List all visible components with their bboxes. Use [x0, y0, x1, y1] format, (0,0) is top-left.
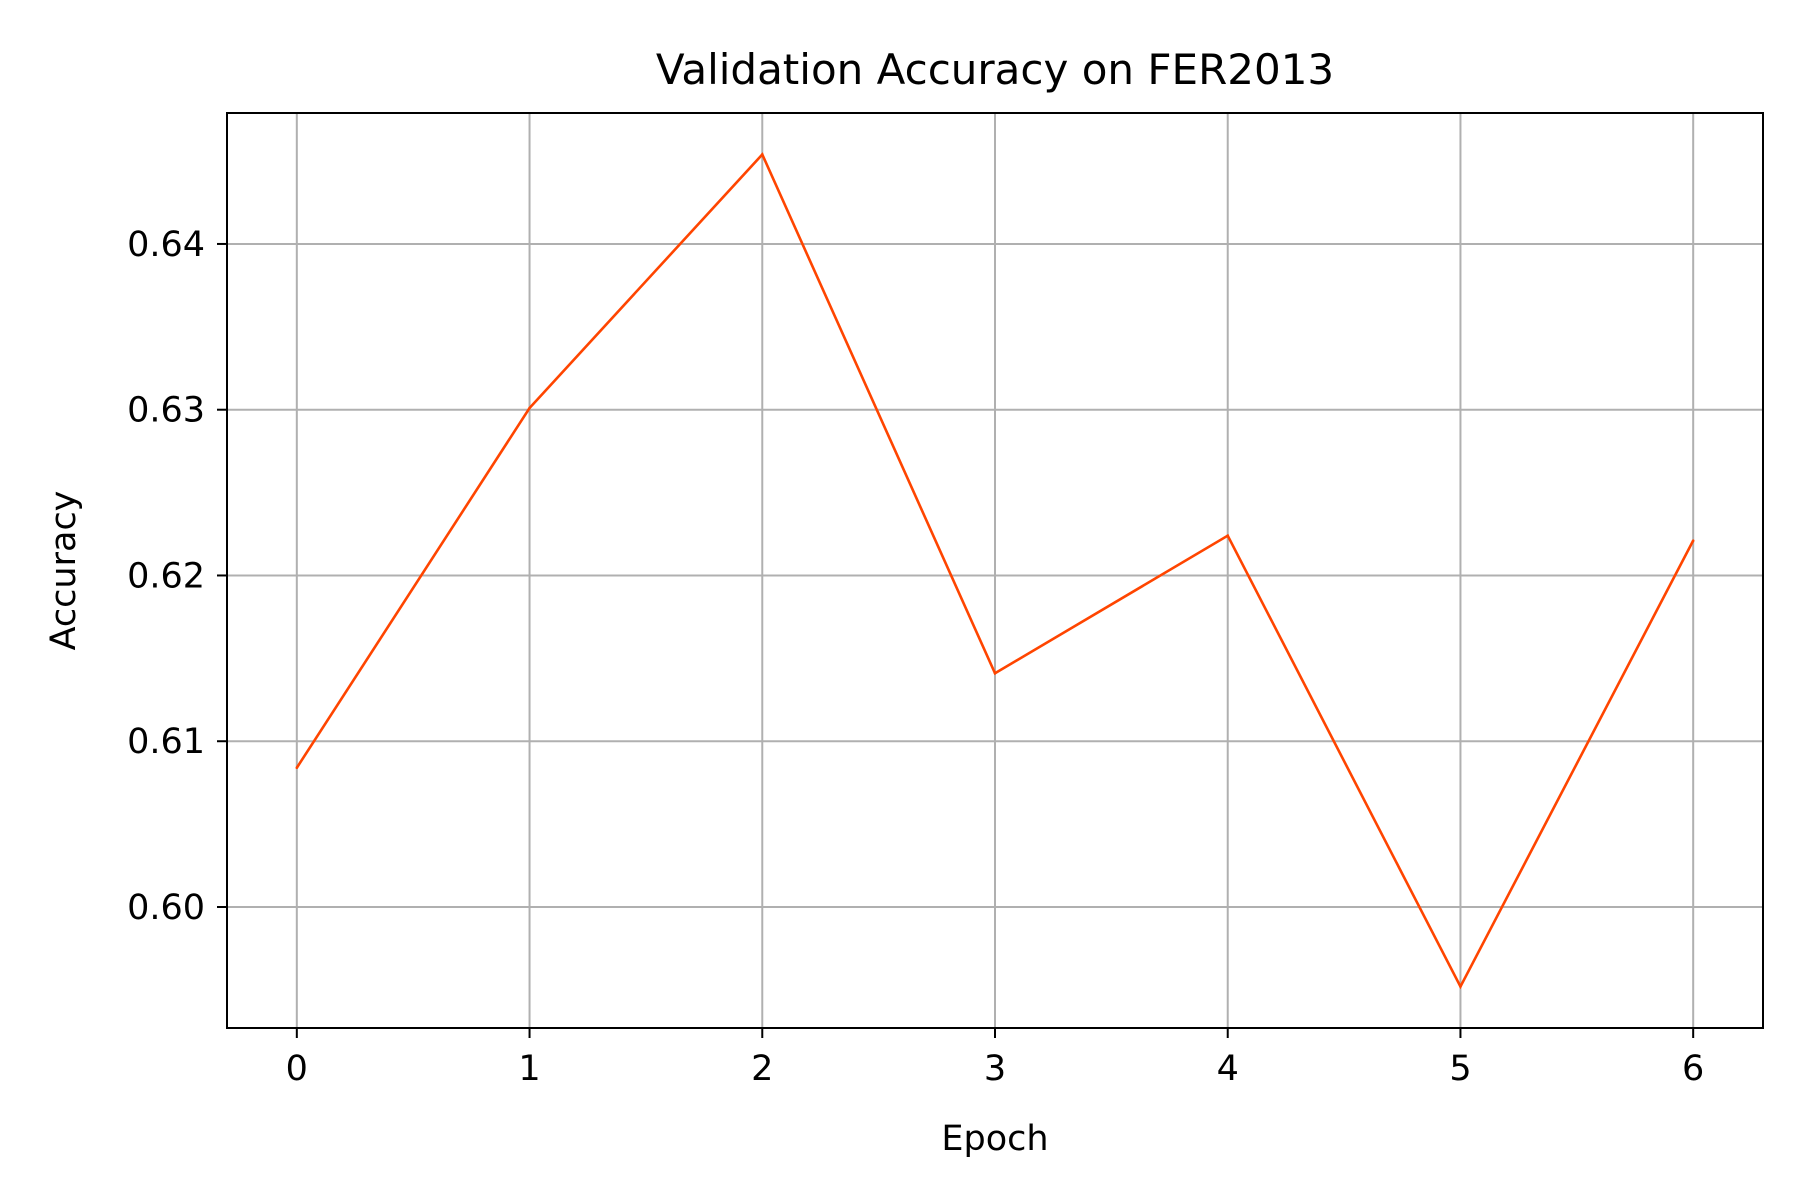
y-tick-label: 0.64 — [127, 225, 205, 265]
data-point — [760, 153, 764, 156]
x-tick-label: 3 — [984, 1049, 1006, 1089]
y-tick-label: 0.61 — [127, 722, 205, 762]
chart-title: Validation Accuracy on FER2013 — [656, 45, 1334, 94]
data-point — [295, 766, 299, 770]
y-ticks: 0.60 0.61 0.62 0.63 0.64 — [127, 225, 227, 928]
x-tick-label: 0 — [286, 1049, 308, 1089]
y-tick-label: 0.63 — [127, 391, 205, 431]
series-layer — [295, 152, 1695, 990]
data-point — [528, 406, 531, 410]
y-tick-label: 0.60 — [127, 888, 205, 928]
x-tick-label: 4 — [1217, 1049, 1239, 1089]
x-tick-label: 2 — [751, 1049, 773, 1089]
y-axis-label: Accuracy — [44, 491, 84, 651]
x-tick-label: 6 — [1682, 1049, 1704, 1089]
data-point — [993, 671, 997, 675]
x-axis-label: Epoch — [941, 1119, 1048, 1159]
x-ticks: 0 1 2 3 4 5 6 — [286, 1028, 1704, 1089]
data-point — [1226, 534, 1230, 537]
y-tick-label: 0.62 — [127, 556, 205, 596]
x-tick-label: 1 — [518, 1049, 540, 1089]
x-tick-label: 5 — [1449, 1049, 1471, 1089]
data-point — [1691, 539, 1695, 542]
data-point — [1459, 985, 1462, 988]
grid-lines — [227, 113, 1763, 1028]
